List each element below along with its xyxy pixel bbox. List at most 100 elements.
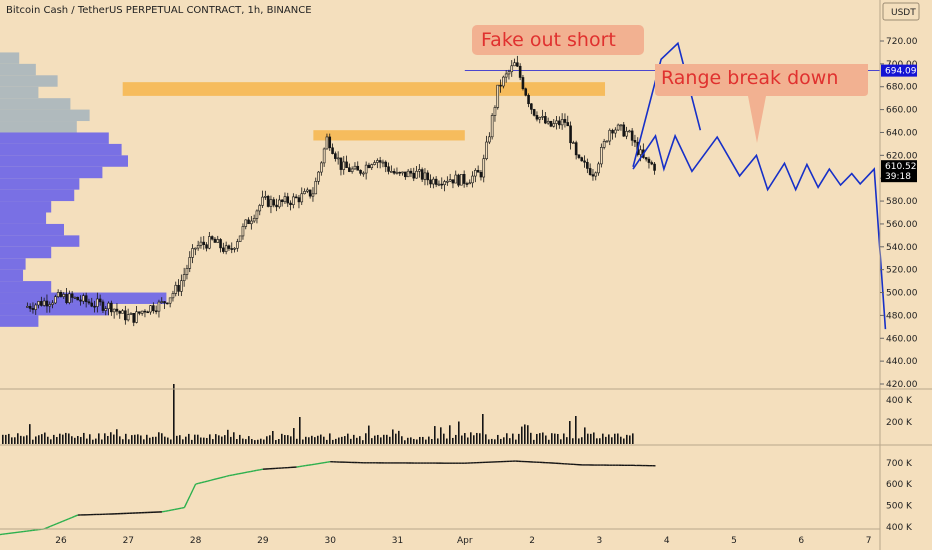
- candle-body: [180, 280, 183, 292]
- volume-bar: [332, 439, 334, 444]
- volume-bar: [29, 424, 31, 444]
- zone-rect: [313, 130, 465, 141]
- candle-body: [311, 193, 315, 197]
- candle-body: [395, 171, 399, 174]
- volume-bar: [137, 434, 139, 444]
- volume-bar: [122, 439, 124, 444]
- candle-body: [577, 154, 581, 158]
- candle-body: [524, 88, 528, 96]
- candle-body: [569, 125, 572, 144]
- candle-body: [409, 170, 413, 174]
- time-tick-label: 26: [55, 536, 67, 546]
- volume-bar: [17, 433, 19, 444]
- candle-body: [73, 296, 77, 299]
- candle-body: [465, 183, 469, 185]
- time-axis[interactable]: 26 27 28 29 30 31 Apr 2 3 4 5 6 7: [55, 536, 871, 546]
- volume-bar: [275, 440, 277, 444]
- candle-body: [518, 65, 522, 78]
- indicator-segment: [247, 470, 251, 473]
- time-tick-label: 4: [664, 536, 670, 546]
- price-tick-label: 480.00: [886, 311, 918, 321]
- volume-bar: [446, 438, 448, 444]
- candle-body: [583, 160, 586, 163]
- candle-body: [322, 148, 326, 164]
- candle-body: [482, 158, 486, 178]
- volume-bar: [545, 435, 547, 444]
- candle-body: [605, 140, 609, 143]
- candle-body: [241, 226, 245, 237]
- candle-body: [521, 77, 525, 90]
- volume-bar: [41, 434, 43, 444]
- indicator-line: [0, 460, 656, 536]
- profile-bar: [0, 189, 75, 202]
- price-tick-label: 420.00: [886, 380, 918, 390]
- volume-bar: [11, 437, 13, 444]
- volume-bar: [317, 435, 319, 444]
- volume-bar: [101, 439, 103, 444]
- candle-body: [513, 62, 516, 67]
- candle-body: [549, 120, 553, 127]
- candle-body: [314, 181, 318, 195]
- candle-body: [485, 141, 488, 159]
- candle-body: [563, 119, 567, 123]
- candle-body: [177, 284, 180, 292]
- candle-body: [566, 122, 570, 127]
- volume-bar: [353, 434, 355, 444]
- volume-bar: [260, 438, 262, 444]
- candle-body: [168, 297, 172, 304]
- volume-bar: [236, 439, 238, 444]
- candle-body: [182, 274, 186, 282]
- volume-bar: [8, 433, 10, 444]
- volume-bar: [365, 433, 367, 444]
- candle-body: [507, 71, 511, 75]
- volume-bar: [452, 437, 454, 444]
- volume-bar: [32, 439, 34, 444]
- candle-body: [446, 180, 449, 183]
- volume-bar: [509, 438, 511, 444]
- candle-body: [440, 183, 444, 186]
- volume-bar: [305, 436, 307, 444]
- indicator-tick-label: 700 K: [886, 459, 913, 469]
- indicator-segment: [213, 478, 218, 481]
- volume-bar: [71, 436, 73, 444]
- candle-body: [152, 305, 155, 312]
- volume-bar: [44, 432, 46, 444]
- price-axis[interactable]: 720.00700.00680.00660.00640.00620.00600.…: [880, 37, 918, 533]
- time-tick-label: 27: [123, 536, 134, 546]
- volume-bar: [167, 437, 169, 444]
- indicator-segment: [171, 508, 175, 511]
- volume-bar: [335, 438, 337, 444]
- candle-body: [185, 268, 189, 275]
- indicator-segment: [219, 476, 224, 479]
- candle-body: [118, 310, 122, 314]
- candle-body: [392, 171, 396, 174]
- candle-body: [611, 129, 614, 134]
- candle-body: [535, 115, 539, 120]
- volume-bar: [407, 437, 409, 444]
- volume-bar: [374, 435, 376, 444]
- candle-body: [490, 115, 494, 138]
- candle-body: [339, 157, 343, 170]
- volume-bar: [56, 437, 58, 444]
- profile-bar: [0, 281, 52, 293]
- candle-body: [426, 172, 430, 181]
- volume-bar: [350, 438, 352, 444]
- profile-bar: [0, 223, 64, 236]
- volume-bar: [230, 436, 232, 444]
- volume-bar: [443, 433, 445, 444]
- volume-bar: [632, 433, 634, 444]
- candle-body: [157, 301, 161, 312]
- candle-body: [443, 181, 446, 186]
- candle-body: [460, 174, 463, 186]
- volume-bar: [377, 434, 379, 444]
- volume-bar: [617, 433, 619, 444]
- volume-bar: [344, 436, 346, 444]
- volume-bar: [293, 428, 295, 444]
- currency-button[interactable]: [882, 2, 920, 21]
- candle-body: [258, 205, 262, 212]
- price-tick-label: 720.00: [886, 37, 918, 47]
- candle-body: [163, 301, 166, 304]
- candle-body: [247, 219, 250, 225]
- volume-bar: [59, 433, 61, 444]
